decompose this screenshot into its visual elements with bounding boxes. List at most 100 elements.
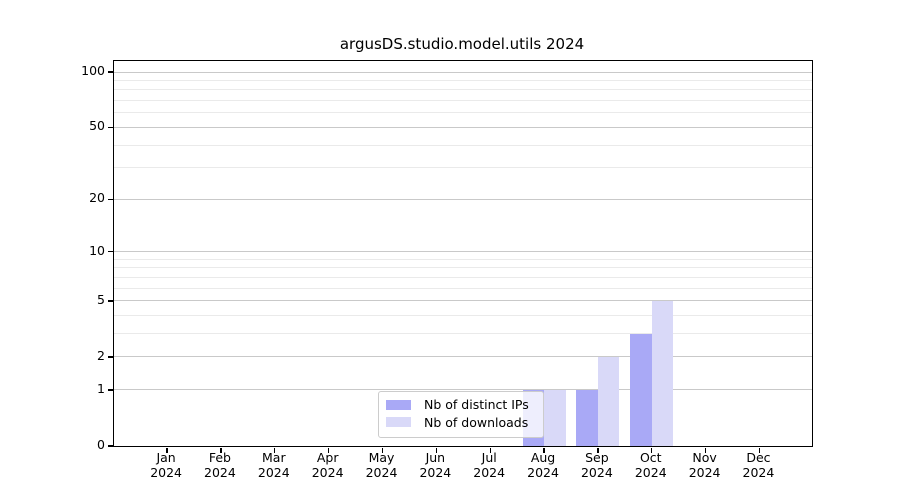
x-tick-year: 2024 [634, 464, 667, 480]
x-tick-label: Jul 2024 [457, 450, 521, 480]
gridline-minor [114, 100, 812, 102]
bar-downloads-sep [597, 356, 620, 446]
x-tick-label: Mar 2024 [242, 450, 306, 480]
x-axis-tick [166, 447, 168, 453]
x-tick-year: 2024 [473, 464, 506, 480]
gridline-minor [114, 277, 812, 278]
y-tick-label: 10 [89, 242, 105, 258]
x-tick-year: 2024 [419, 464, 452, 480]
x-tick-label: Feb 2024 [188, 450, 252, 480]
plot-area: Nb of distinct IPs Nb of downloads [107, 60, 813, 453]
legend-entry-distinct-ips: Nb of distinct IPs [386, 396, 543, 414]
y-tick-label: 5 [97, 291, 105, 307]
y-axis-tick [107, 445, 113, 447]
gridline-minor [114, 79, 812, 81]
gridline-minor [114, 333, 812, 335]
x-tick-label: Oct 2024 [619, 450, 683, 480]
legend-swatch-distinct-ips-icon [386, 399, 411, 410]
chart-title: argusDS.studio.model.utils 2024 [339, 35, 585, 53]
x-tick-label: May 2024 [350, 450, 414, 480]
gridline-minor [114, 258, 812, 260]
x-tick-month: Jun [425, 450, 446, 465]
x-axis-labels: Jan 2024 Feb 2024 Mar 2024 Apr 2024 May 2024 Jun 20… [113, 450, 811, 491]
x-tick-year: 2024 [742, 464, 775, 480]
gridline-major [114, 251, 812, 253]
x-tick-year: 2024 [688, 464, 721, 480]
x-tick-month: Apr [316, 450, 339, 465]
x-axis-tick [704, 447, 707, 453]
gridline-minor [114, 267, 812, 269]
gridline-minor [114, 112, 812, 114]
x-axis-tick [543, 447, 545, 453]
bar-distinct-ips-sep [576, 389, 598, 446]
grid-layer [114, 61, 812, 446]
y-axis-tick [107, 71, 113, 73]
ticks-layer [107, 61, 812, 453]
x-axis-tick [274, 447, 276, 453]
x-tick-month: May [368, 450, 395, 465]
x-tick-label: Aug 2024 [511, 450, 575, 480]
y-tick-label: 0 [97, 437, 105, 452]
x-tick-month: Mar [262, 450, 286, 465]
gridline-major [114, 389, 812, 391]
x-tick-year: 2024 [204, 464, 236, 480]
gridline-minor [114, 167, 812, 169]
x-tick-year: 2024 [257, 464, 290, 480]
legend-label-downloads: Nb of downloads [424, 414, 529, 430]
y-tick-label: 100 [81, 63, 105, 78]
y-axis-tick [107, 251, 113, 253]
x-axis-tick [758, 447, 761, 453]
x-tick-year: 2024 [580, 464, 613, 480]
x-tick-month: Dec [746, 450, 771, 465]
y-tick-label: 1 [97, 380, 105, 396]
x-tick-month: Jan [156, 450, 176, 465]
y-axis-labels: 0 1 2 5 10 20 50 100 [0, 60, 105, 452]
gridline-minor [114, 287, 812, 289]
x-axis-tick [327, 447, 330, 453]
bar-distinct-ips-oct [630, 333, 652, 446]
x-axis-tick [651, 447, 653, 453]
gridline-major [114, 198, 812, 200]
x-tick-label: Nov 2024 [673, 450, 737, 480]
gridline-major [114, 300, 812, 302]
gridline-major [114, 126, 812, 128]
x-tick-year: 2024 [527, 464, 559, 480]
x-tick-year: 2024 [311, 464, 344, 480]
y-tick-label: 2 [97, 347, 105, 363]
legend-label-distinct-ips: Nb of distinct IPs [424, 397, 529, 413]
x-tick-label: Sep 2024 [565, 450, 629, 480]
bar-downloads-aug [544, 389, 566, 446]
y-tick-label: 50 [89, 118, 105, 134]
y-axis-tick [107, 300, 113, 302]
x-tick-year: 2024 [150, 464, 182, 480]
x-tick-month: Jul [481, 450, 497, 465]
x-axis-tick [220, 447, 222, 453]
x-tick-label: Dec 2024 [726, 450, 790, 480]
x-axis-tick [435, 447, 438, 453]
bar-downloads-oct [651, 300, 674, 446]
x-tick-month: Feb [208, 450, 231, 465]
x-tick-month: Aug [530, 450, 556, 465]
gridline-major [114, 356, 812, 358]
legend: Nb of distinct IPs Nb of downloads [378, 391, 544, 438]
x-tick-label: Jan 2024 [134, 450, 198, 480]
y-axis-tick [107, 389, 113, 391]
gridline-minor [114, 315, 812, 317]
x-tick-label: Apr 2024 [296, 450, 360, 480]
bars-layer [114, 61, 812, 446]
y-axis-tick [107, 356, 113, 358]
y-axis-tick [107, 198, 113, 200]
x-axis-tick [489, 447, 491, 453]
x-tick-month: Nov [692, 450, 717, 465]
x-tick-month: Sep [585, 450, 609, 465]
x-axis-tick [597, 447, 599, 453]
y-axis-tick [107, 126, 113, 129]
x-axis-tick [381, 447, 384, 453]
gridline-minor [114, 144, 812, 146]
y-tick-label: 20 [89, 190, 105, 206]
x-tick-label: Jun 2024 [403, 450, 467, 480]
legend-swatch-downloads-icon [386, 417, 411, 428]
gridline-minor [114, 89, 812, 91]
gridline-major [114, 71, 812, 73]
